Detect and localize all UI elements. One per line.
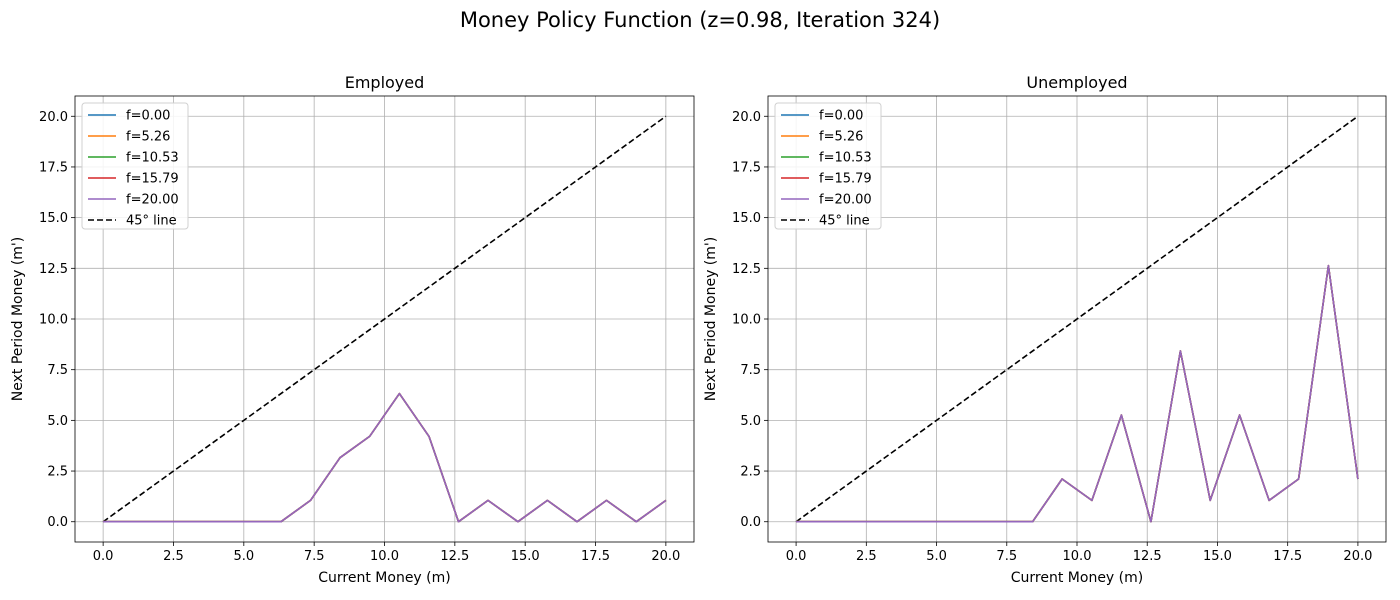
legend-label: 45° line [126,214,177,229]
x-tick-label: 12.5 [1133,549,1162,564]
x-tick-label: 17.5 [1273,549,1302,564]
legend-label: f=5.26 [126,130,170,145]
y-tick-label: 0.0 [740,515,761,530]
x-tick-label: 5.0 [926,549,947,564]
x-axis-label: Current Money (m) [1011,570,1143,586]
x-tick-label: 2.5 [856,549,877,564]
y-tick-label: 15.0 [732,211,761,226]
axes-frame [74,95,695,543]
y-tick-label: 2.5 [740,465,761,480]
y-tick-label: 5.0 [47,414,68,429]
x-tick-label: 15.0 [511,549,540,564]
x-tick-label: 0.0 [93,549,114,564]
reference-line-45 [102,115,667,523]
y-tick-label: 20.0 [39,110,68,125]
x-axis-label: Current Money (m) [318,570,450,586]
y-tick-label: 2.5 [47,465,68,480]
legend-label: f=15.79 [126,172,179,187]
legend-label: f=0.00 [819,109,863,124]
y-tick-label: 10.0 [39,313,68,328]
legend-label: f=0.00 [126,109,170,124]
x-tick-label: 20.0 [1343,549,1372,564]
subplot-title: Unemployed [1026,73,1127,92]
y-tick-label: 17.5 [732,160,761,175]
x-tick-label: 12.5 [440,549,469,564]
y-tick-label: 12.5 [39,262,68,277]
legend: f=0.00 f=5.26 f=10.53 f=15.79 f=20.00 45° lin… [81,102,189,230]
y-tick-label: 17.5 [39,160,68,175]
figure-title: Money Policy Function (z=0.98, Iteration… [459,8,941,32]
legend-label: f=20.00 [819,193,872,208]
x-tick-label: 7.5 [304,549,325,564]
legend-label: f=15.79 [819,172,872,187]
subplot-title: Employed [345,73,425,92]
x-tick-label: 10.0 [1063,549,1092,564]
y-axis-label: Next Period Money (m') [10,237,26,401]
x-tick-label: 17.5 [581,549,610,564]
legend-label: f=20.00 [126,193,179,208]
y-tick-label: 7.5 [47,363,68,378]
legend-label: 45° line [819,214,870,229]
legend-label: f=5.26 [819,130,863,145]
x-tick-label: 20.0 [651,549,680,564]
x-tick-label: 2.5 [163,549,184,564]
y-tick-label: 7.5 [740,363,761,378]
series-line-4 [796,264,1359,523]
legend-label: f=10.53 [126,151,179,166]
series-line-4 [103,392,667,523]
y-tick-label: 12.5 [732,262,761,277]
y-tick-label: 15.0 [39,211,68,226]
y-tick-label: 20.0 [732,110,761,125]
x-tick-label: 7.5 [996,549,1017,564]
x-tick-label: 5.0 [233,549,254,564]
reference-line-45 [795,115,1359,523]
legend-box [81,102,189,230]
subplot-employed: 0.0 2.5 5.0 7.5 10.0 12.5 15.0 17.5 20.0 0.0 2.5 5.… [10,73,695,586]
y-axis-label: Next Period Money (m') [703,237,719,401]
legend: f=0.00 f=5.26 f=10.53 f=15.79 f=20.00 45° lin… [774,102,882,230]
y-tick-label: 5.0 [740,414,761,429]
x-tick-label: 15.0 [1203,549,1232,564]
axes-frame [767,95,1387,543]
subplot-unemployed: 0.0 2.5 5.0 7.5 10.0 12.5 15.0 17.5 20.0 0.0 2.5 5.… [703,73,1387,586]
legend-box [774,102,882,230]
x-tick-label: 0.0 [786,549,807,564]
y-tick-label: 0.0 [47,515,68,530]
legend-label: f=10.53 [819,151,872,166]
y-tick-label: 10.0 [732,313,761,328]
x-tick-label: 10.0 [370,549,399,564]
